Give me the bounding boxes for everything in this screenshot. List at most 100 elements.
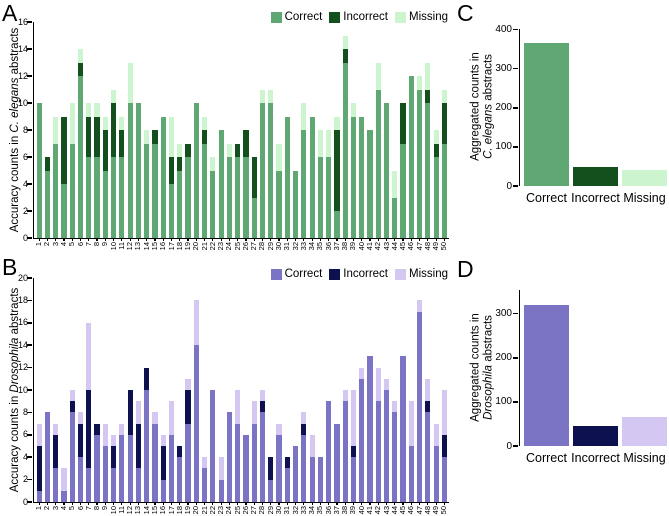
bar-segment-missing: [127, 62, 133, 103]
x-tick: [402, 238, 404, 241]
x-tick: [369, 238, 371, 241]
bar-segment-correct: [417, 311, 423, 502]
bar-segment-correct: [309, 457, 315, 502]
bar-segment-missing: [119, 116, 125, 130]
x-tick: [204, 238, 206, 241]
bar-segment-missing: [94, 103, 100, 117]
bar-segment-missing: [135, 401, 142, 424]
x-tick: [344, 502, 346, 505]
bar-segment-correct: [86, 157, 92, 238]
bar-segment-correct: [367, 356, 373, 502]
x-tick: [253, 502, 255, 505]
y-tick-label: 100: [495, 396, 512, 408]
panel-d-plot: 0 100 200 300 Correct Incorrect Missing: [495, 290, 669, 465]
bar-segment-missing: [259, 89, 266, 103]
x-tick: [79, 238, 82, 241]
bar-segment-missing: [152, 412, 158, 424]
bar-segment-correct: [433, 446, 439, 502]
x-category-label: Incorrect: [571, 451, 620, 465]
x-tick: [270, 502, 272, 505]
bar-segment-correct: [276, 434, 282, 502]
bar-segment-missing: [342, 390, 348, 402]
x-tick: [154, 238, 156, 241]
x-tick: [195, 502, 197, 505]
y-tick-label: 10: [17, 384, 28, 395]
x-tick: [55, 238, 57, 241]
y-tick: [27, 456, 32, 458]
x-tick: [96, 502, 98, 505]
x-tick: [361, 502, 363, 505]
bar-missing: [622, 417, 667, 446]
y-tick-label: 0: [22, 496, 28, 507]
bar-segment-incorrect: [127, 390, 133, 435]
bar-segment-missing: [317, 130, 323, 157]
bar-segment-correct: [284, 468, 290, 502]
panel-c-letter: C: [457, 0, 474, 26]
x-tick: [278, 502, 280, 505]
x-tick: [129, 502, 131, 505]
x-tick: [286, 502, 288, 505]
bar-segment-correct: [61, 184, 67, 238]
bar-segment-correct: [94, 434, 100, 502]
x-tick: [137, 238, 140, 241]
bar-segment-incorrect: [441, 103, 448, 144]
y-tick-label: 14: [17, 43, 28, 54]
bar-segment-incorrect: [425, 401, 431, 413]
bar-segment-incorrect: [342, 49, 348, 63]
y-tick: [513, 146, 518, 148]
x-tick: [402, 502, 404, 505]
bar-incorrect: [573, 426, 618, 446]
x-tick: [319, 502, 321, 505]
x-category-label: Incorrect: [571, 191, 620, 205]
x-tick: [79, 502, 82, 505]
y-tick-label: 16: [17, 16, 28, 27]
bar-segment-incorrect: [168, 157, 175, 184]
x-tick: [63, 238, 65, 241]
bar-segment-incorrect: [119, 130, 125, 157]
x-tick: [303, 502, 305, 505]
y-tick: [27, 102, 32, 104]
bar-segment-missing: [36, 423, 42, 446]
bar-segment-missing: [77, 412, 84, 424]
bar-segment-correct: [210, 390, 216, 502]
bar-segment-missing: [417, 300, 423, 312]
bar-segment-incorrect: [160, 446, 166, 480]
x-tick: [410, 502, 412, 505]
correct-swatch-icon: [270, 11, 282, 23]
bar-segment-correct: [243, 157, 249, 238]
bar-segment-correct: [144, 143, 150, 238]
panel-c-plot: 0 100 200 300 400 Correct Incorrect Missing: [495, 24, 669, 205]
legend-label-incorrect: Incorrect: [343, 11, 389, 23]
y-tick: [27, 389, 32, 391]
bar-segment-correct: [202, 143, 208, 238]
bar-segment-correct: [292, 446, 299, 502]
y-tick: [513, 401, 518, 403]
bar-segment-correct: [309, 116, 315, 238]
bar-segment-missing: [425, 62, 431, 90]
y-tick-label: 200: [495, 102, 512, 114]
bar-segment-missing: [334, 116, 340, 130]
bar-segment-correct: [127, 103, 133, 238]
y-tick-label: 200: [495, 352, 512, 364]
bar-segment-missing: [69, 103, 75, 144]
bar-segment-incorrect: [259, 401, 266, 413]
bar-segment-correct: [193, 345, 199, 502]
bar-segment-correct: [441, 143, 448, 238]
bar-segment-correct: [408, 446, 414, 502]
bar-segment-missing: [218, 457, 224, 480]
bar-segment-incorrect: [400, 103, 406, 144]
bar-segment-correct: [61, 490, 67, 502]
bar-segment-incorrect: [102, 130, 108, 171]
bar-segment-correct: [417, 89, 423, 238]
bar-segment-incorrect: [268, 457, 274, 480]
y-tick-label: 14: [17, 339, 28, 350]
panel-b-legend: Correct Incorrect Missing: [270, 268, 448, 280]
x-tick: [245, 238, 247, 241]
incorrect-swatch-icon: [329, 11, 341, 23]
panel-d-letter: D: [457, 256, 474, 282]
bar-segment-missing: [350, 390, 357, 446]
bar-segment-incorrect: [202, 130, 208, 144]
bar-segment-correct: [202, 468, 208, 502]
x-category-label: Missing: [623, 451, 666, 465]
x-tick: [38, 502, 40, 505]
